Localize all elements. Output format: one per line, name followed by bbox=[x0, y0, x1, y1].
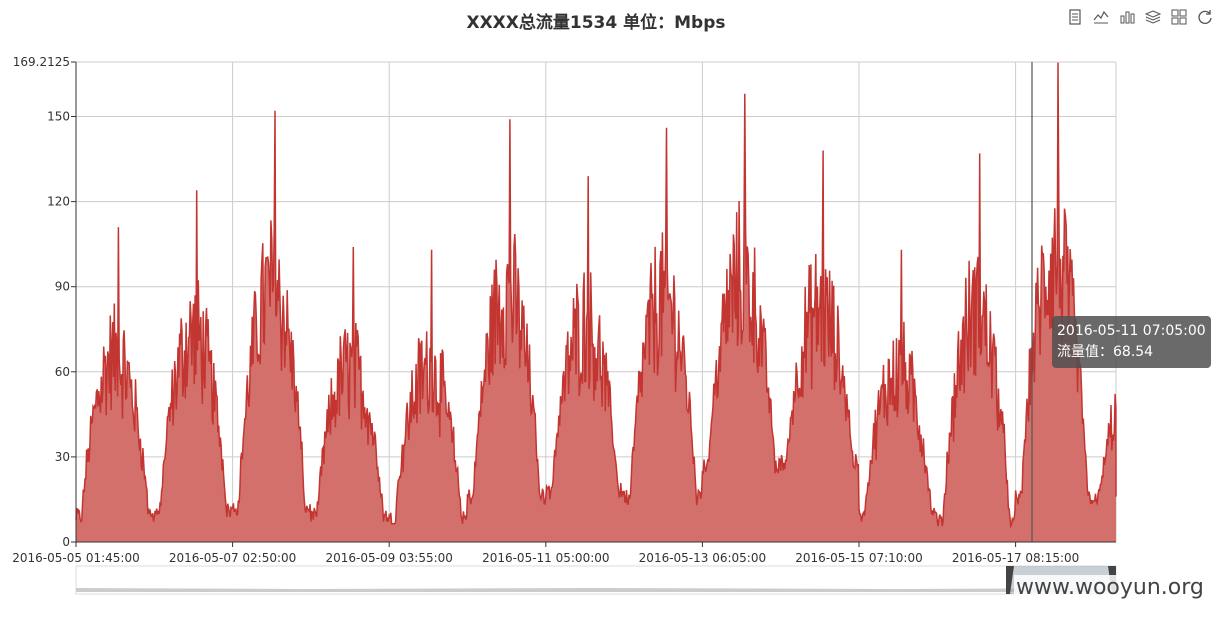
stack-icon[interactable] bbox=[1144, 8, 1162, 26]
data-view-icon[interactable] bbox=[1066, 8, 1084, 26]
bar-chart-icon[interactable] bbox=[1118, 8, 1136, 26]
y-tick-label: 169.2125 bbox=[13, 55, 70, 69]
x-tick-label: 2016-05-09 03:55:00 bbox=[325, 551, 452, 565]
datazoom-handle-left bbox=[1006, 566, 1014, 594]
series-line bbox=[75, 62, 1117, 529]
x-tick-label: 2016-05-13 06:05:00 bbox=[639, 551, 766, 565]
x-tick-label: 2016-05-15 07:10:00 bbox=[795, 551, 922, 565]
y-tick-label: 30 bbox=[55, 450, 70, 464]
tiled-icon[interactable] bbox=[1170, 8, 1188, 26]
y-tick-label: 60 bbox=[55, 365, 70, 379]
series-area bbox=[76, 62, 1116, 542]
y-tick-label: 0 bbox=[62, 535, 70, 549]
y-tick-label: 120 bbox=[47, 195, 70, 209]
datazoom-preview bbox=[76, 588, 1116, 592]
tooltip-time: 2016-05-11 07:05:00 bbox=[1057, 323, 1206, 339]
tooltip-value: 流量值：68.54 bbox=[1057, 344, 1154, 360]
x-tick-label: 2016-05-11 05:00:00 bbox=[482, 551, 609, 565]
y-tick-label: 90 bbox=[55, 280, 70, 294]
x-tick-label: 2016-05-17 08:15:00 bbox=[952, 551, 1079, 565]
x-tick-label: 2016-05-07 02:50:00 bbox=[169, 551, 296, 565]
restore-icon[interactable] bbox=[1196, 8, 1214, 26]
chart-title: XXXX总流量1534 单位：Mbps bbox=[466, 13, 726, 33]
toolbox bbox=[1066, 8, 1214, 26]
tooltip: 2016-05-11 07:05:00 流量值：68.54 bbox=[1052, 316, 1211, 368]
watermark: www.wooyun.org bbox=[1014, 575, 1206, 600]
y-tick-label: 150 bbox=[47, 109, 70, 123]
x-tick-label: 2016-05-05 01:45:00 bbox=[12, 551, 139, 565]
line-chart-icon[interactable] bbox=[1092, 8, 1110, 26]
